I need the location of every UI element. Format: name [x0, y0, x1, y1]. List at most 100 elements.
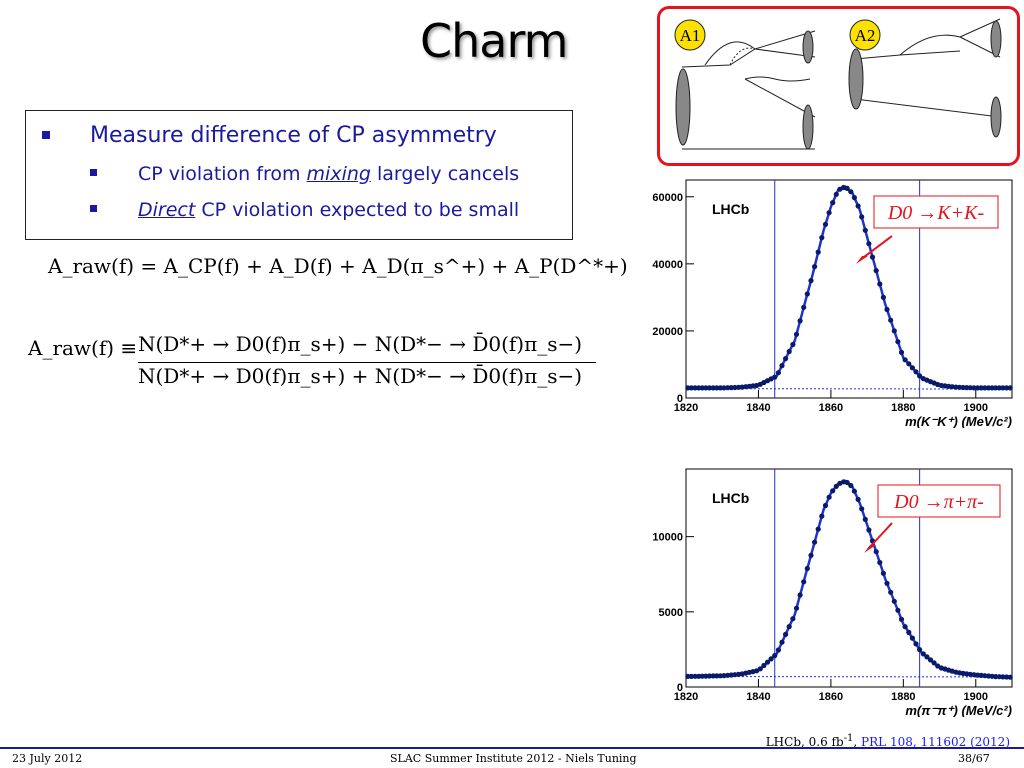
y-tick-label: 5000	[659, 607, 683, 619]
data-point	[1000, 385, 1006, 391]
data-point	[801, 579, 807, 585]
footer-page: 38/67	[958, 752, 990, 765]
data-point	[783, 631, 789, 637]
label-a2: A2	[855, 26, 876, 45]
footer-center: SLAC Summer Institute 2012 - Niels Tunin…	[390, 752, 637, 765]
data-point	[917, 647, 923, 653]
data-point	[888, 317, 894, 323]
diagram-a1	[675, 30, 816, 150]
reference: LHCb, 0.6 fb-1, PRL 108, 111602 (2012)	[765, 733, 1010, 749]
decay-annotation: D0 →K+K-	[887, 202, 984, 224]
data-point	[844, 185, 850, 191]
data-point	[706, 385, 713, 391]
annotation-arrow	[867, 522, 893, 550]
data-point	[804, 565, 810, 572]
data-point	[859, 214, 865, 220]
data-point	[692, 385, 698, 391]
data-point	[931, 660, 937, 666]
data-point	[851, 488, 857, 494]
data-point	[971, 385, 977, 391]
data-point	[721, 673, 727, 679]
data-point	[808, 278, 814, 284]
data-point	[775, 370, 781, 376]
x-tick-label: 1820	[674, 402, 698, 414]
bullet-sub-1: CP violation from mixing largely cancels	[138, 163, 520, 185]
x-tick-label: 1860	[819, 402, 843, 414]
data-point	[866, 241, 872, 247]
data-point	[891, 598, 897, 604]
data-point	[793, 605, 800, 611]
data-point	[812, 539, 818, 545]
data-point	[898, 616, 905, 622]
data-point	[819, 235, 825, 241]
data-point	[877, 281, 883, 287]
data-point	[917, 373, 923, 379]
footer-date: 23 July 2012	[12, 752, 83, 765]
bullet-sub-2: Direct CP violation expected to be small	[138, 199, 520, 221]
reference-link[interactable]: PRL 108, 111602 (2012)	[861, 735, 1010, 749]
data-point	[703, 385, 709, 391]
data-point	[833, 483, 839, 489]
data-point	[797, 318, 803, 324]
annotation-arrowhead	[856, 256, 868, 264]
data-point	[869, 254, 876, 260]
data-point	[833, 191, 839, 197]
equation-lhs: A_raw(f) ≡	[28, 336, 138, 360]
data-point	[790, 616, 796, 622]
data-point	[768, 656, 774, 662]
data-point	[757, 666, 763, 672]
experiment-label: LHCb	[712, 201, 749, 217]
bullet-marker	[90, 205, 97, 212]
data-point	[685, 385, 691, 391]
equation-raw-definition: A_raw(f) ≡ N(D*+ → D0(f)π_s+) − N(D*− → …	[28, 332, 596, 388]
data-point	[830, 488, 836, 494]
data-point	[982, 673, 988, 679]
data-point	[826, 494, 832, 500]
data-point	[779, 363, 785, 369]
data-point	[721, 385, 727, 391]
feynman-diagrams: A1 A2	[674, 18, 1002, 150]
data-point	[826, 210, 832, 216]
data-point	[851, 195, 857, 201]
diagram-a2	[848, 18, 1002, 138]
data-point	[880, 294, 886, 300]
data-point	[888, 589, 894, 595]
mass-plot-pipi: LHCb 0 5000 10000 1820 1840 1860 1880 1900 D0 →…	[652, 468, 1013, 717]
data-point	[699, 385, 705, 391]
feynman-diagrams-panel: A1 A2	[657, 6, 1020, 166]
data-point	[688, 673, 694, 679]
data-point	[975, 385, 981, 391]
y-tick-label: 0	[677, 682, 683, 694]
data-point	[797, 592, 803, 598]
bullet-sub-1-emph: mixing	[306, 163, 371, 185]
data-point	[862, 227, 868, 233]
data-point	[909, 365, 915, 371]
data-point	[786, 348, 792, 355]
data-point	[717, 385, 723, 391]
data-point	[909, 635, 915, 641]
annotation-box	[877, 484, 1001, 518]
data-point	[906, 629, 912, 635]
data-point	[982, 385, 988, 391]
data-point	[902, 624, 908, 630]
slide-title: Charm	[420, 14, 568, 68]
x-tick-label: 1820	[674, 691, 698, 703]
data-point	[848, 189, 854, 195]
x-axis-label: m(K⁻K⁺) (MeV/c²)	[905, 414, 1012, 428]
data-point	[710, 385, 716, 391]
label-circle-a1	[674, 19, 706, 51]
mass-plot-kk: LHCb 0 20000 40000 60000 1820 1840 1860 1880 190…	[652, 179, 1013, 428]
data-point	[692, 673, 698, 679]
data-point	[855, 203, 861, 209]
data-point	[1004, 385, 1010, 391]
data-point	[710, 673, 716, 679]
bullet-marker	[42, 131, 50, 139]
data-point	[844, 479, 850, 486]
decay-annotation: D0 →π+π-	[893, 491, 984, 513]
data-point	[815, 249, 821, 255]
data-point	[877, 559, 883, 566]
x-tick-label: 1840	[746, 691, 770, 703]
x-tick-label: 1860	[819, 691, 843, 703]
data-point	[819, 513, 825, 519]
data-point	[822, 221, 829, 227]
